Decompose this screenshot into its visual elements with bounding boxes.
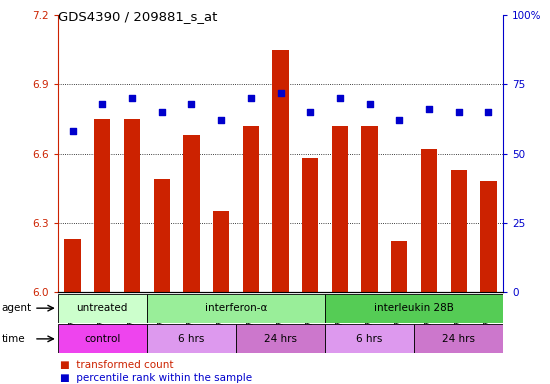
Text: interferon-α: interferon-α bbox=[205, 303, 267, 313]
Point bbox=[246, 95, 255, 101]
Bar bbox=[332, 126, 348, 292]
Bar bbox=[64, 239, 81, 292]
Point bbox=[98, 101, 107, 107]
Text: agent: agent bbox=[2, 303, 32, 313]
Point bbox=[484, 109, 493, 115]
Point bbox=[128, 95, 136, 101]
Text: time: time bbox=[2, 334, 25, 344]
Text: interleukin 28B: interleukin 28B bbox=[374, 303, 454, 313]
Text: untreated: untreated bbox=[76, 303, 128, 313]
Point bbox=[336, 95, 344, 101]
Bar bbox=[124, 119, 140, 292]
Text: 6 hrs: 6 hrs bbox=[178, 334, 205, 344]
Point bbox=[454, 109, 463, 115]
Bar bbox=[183, 135, 200, 292]
Bar bbox=[153, 179, 170, 292]
Bar bbox=[94, 119, 111, 292]
Bar bbox=[391, 241, 408, 292]
Bar bbox=[361, 126, 378, 292]
Bar bbox=[147, 324, 236, 353]
Text: ■  transformed count: ■ transformed count bbox=[60, 360, 174, 370]
Bar bbox=[272, 50, 289, 292]
Point bbox=[395, 118, 404, 124]
Bar bbox=[236, 324, 325, 353]
Bar bbox=[58, 294, 147, 323]
Bar bbox=[325, 324, 414, 353]
Bar bbox=[213, 211, 229, 292]
Text: 24 hrs: 24 hrs bbox=[442, 334, 475, 344]
Text: control: control bbox=[84, 334, 120, 344]
Point bbox=[306, 109, 315, 115]
Bar bbox=[302, 158, 318, 292]
Text: 6 hrs: 6 hrs bbox=[356, 334, 383, 344]
Text: ■  percentile rank within the sample: ■ percentile rank within the sample bbox=[60, 373, 252, 383]
Bar bbox=[421, 149, 437, 292]
Point bbox=[187, 101, 196, 107]
Text: 24 hrs: 24 hrs bbox=[264, 334, 297, 344]
Bar bbox=[450, 170, 467, 292]
Bar bbox=[414, 324, 503, 353]
Bar bbox=[58, 324, 147, 353]
Point bbox=[425, 106, 433, 113]
Point bbox=[365, 101, 374, 107]
Bar bbox=[325, 294, 503, 323]
Point bbox=[68, 128, 77, 134]
Point bbox=[157, 109, 166, 115]
Point bbox=[276, 90, 285, 96]
Point bbox=[217, 118, 226, 124]
Bar bbox=[480, 181, 497, 292]
Bar bbox=[243, 126, 259, 292]
Bar bbox=[147, 294, 325, 323]
Text: GDS4390 / 209881_s_at: GDS4390 / 209881_s_at bbox=[58, 10, 217, 23]
